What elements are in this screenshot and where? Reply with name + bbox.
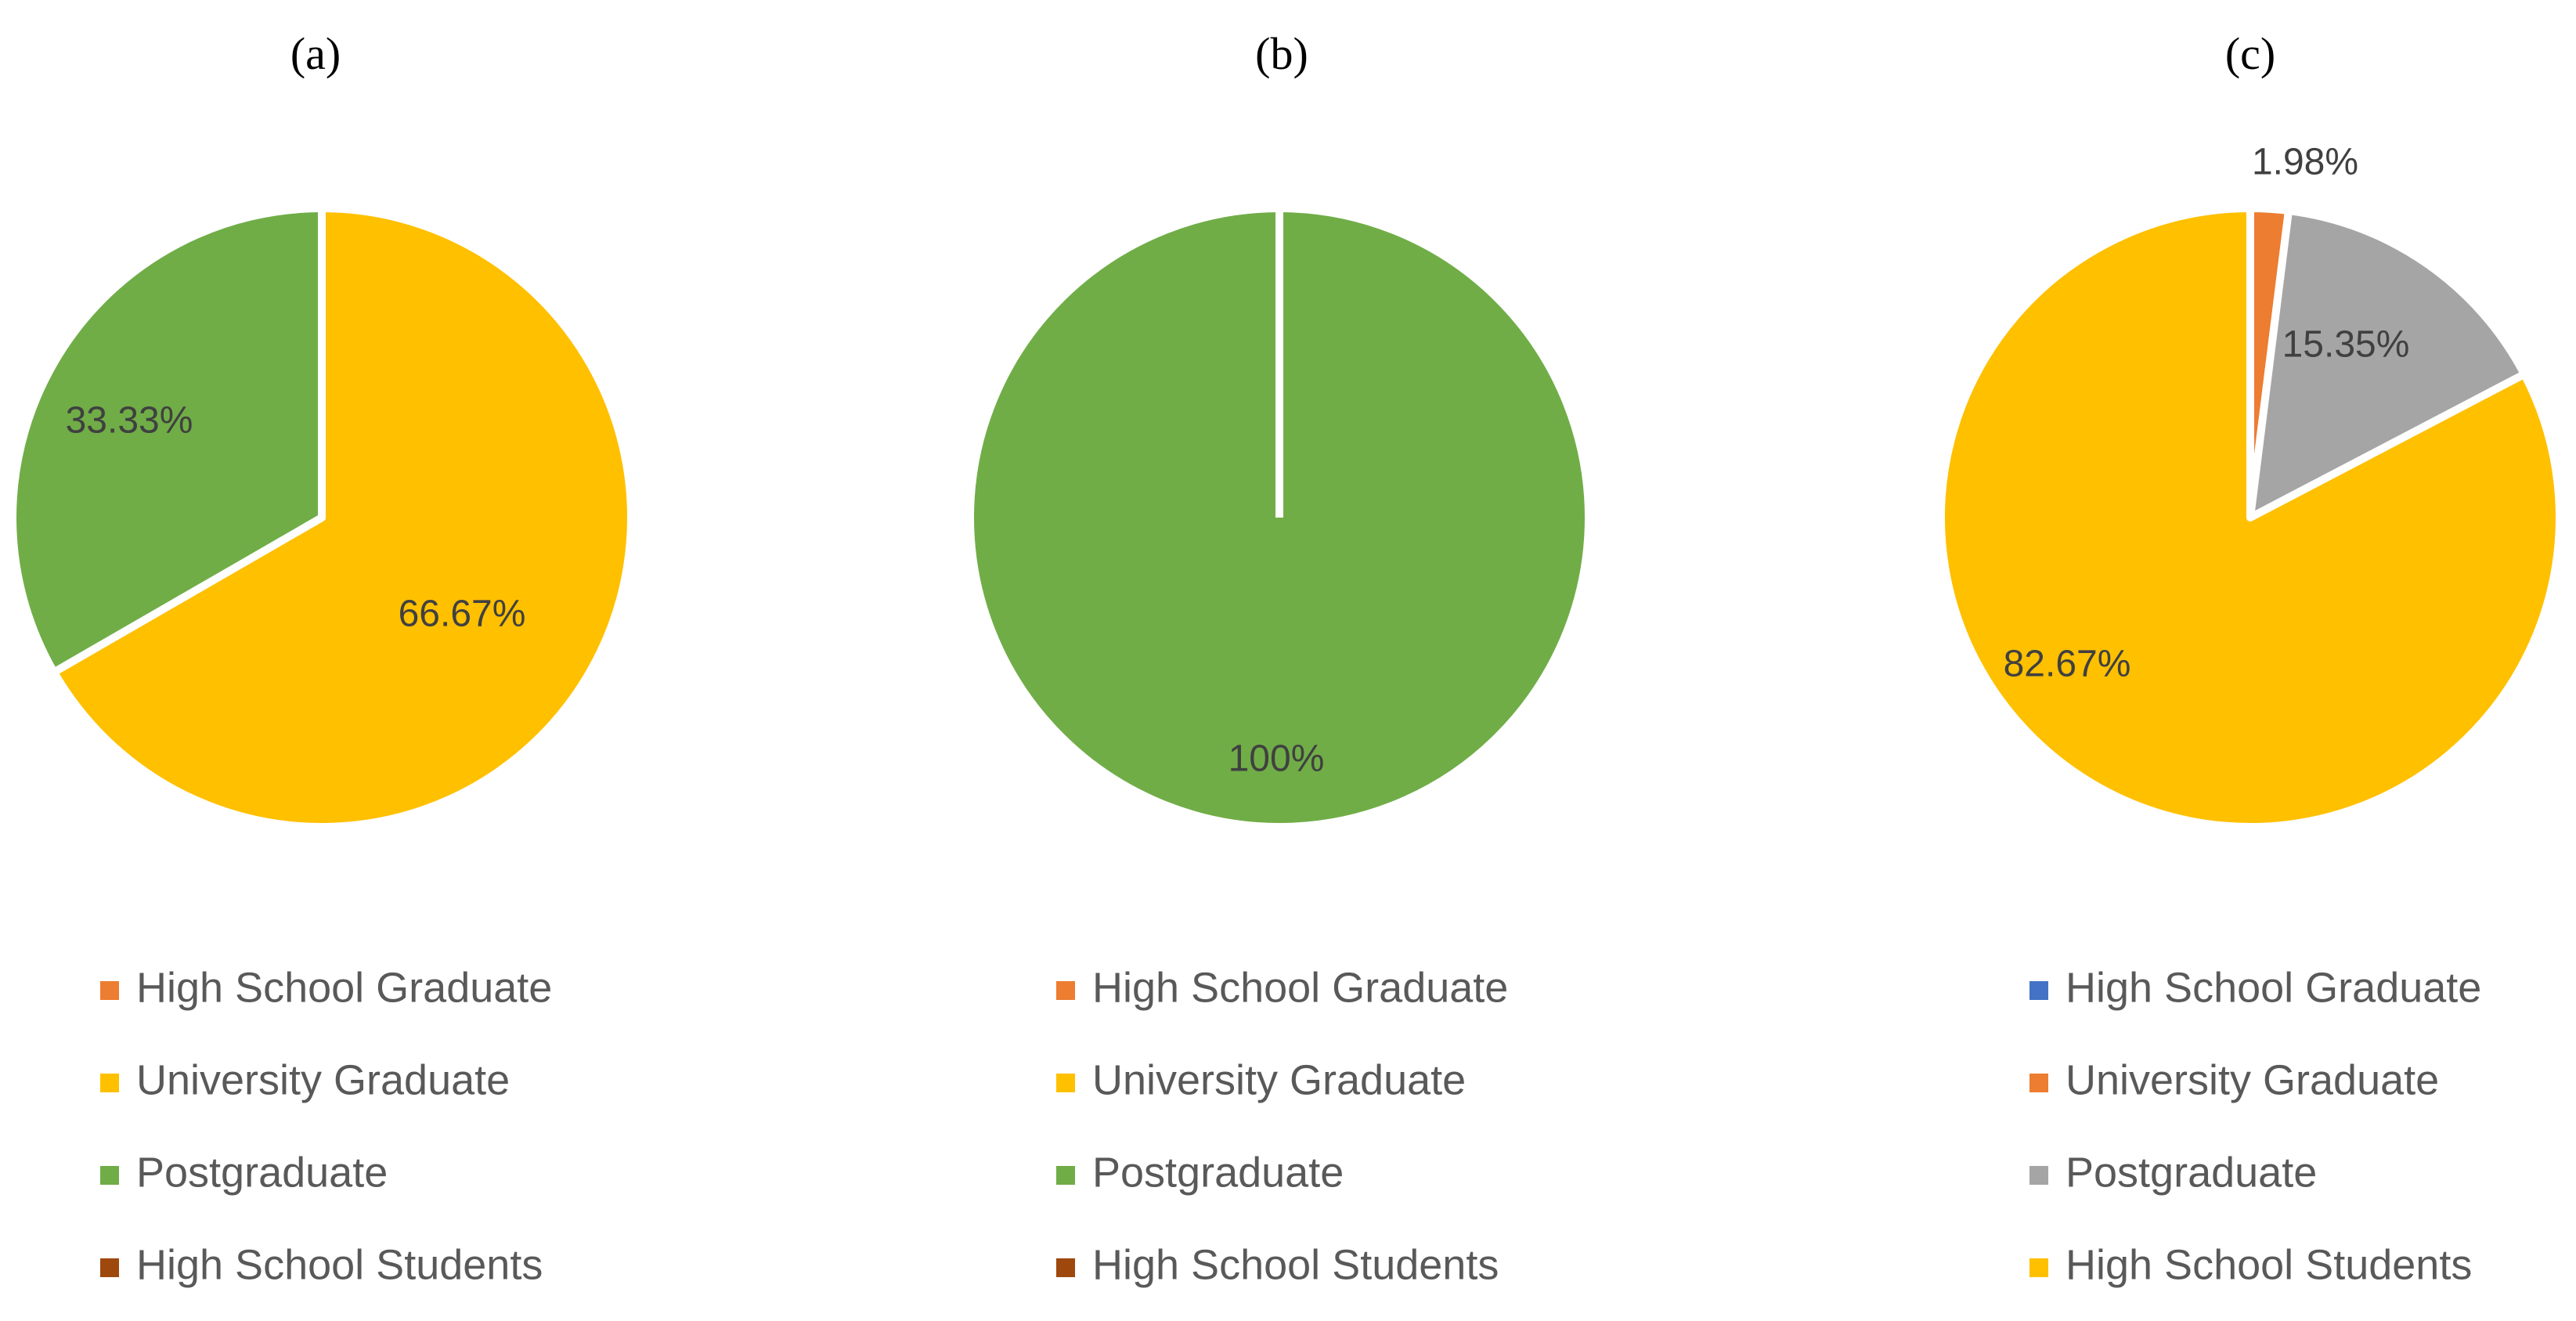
legend-swatch [1056,981,1075,1000]
pie-panel-1: (b) 100% High School Graduate University Gr… [966,28,1593,1288]
slice-value-label: 82.67% [2004,644,2131,685]
pie-slice-postgraduate [2246,207,2529,522]
legend-swatch [2029,981,2048,1000]
slice-value-label: 66.67% [399,594,526,635]
legend-label: High School Graduate [1092,964,1508,1011]
pie-slice-postgraduate [9,204,326,677]
slice-value-label: 15.35% [2282,324,2410,366]
legend-swatch [1056,1074,1075,1092]
legend-swatch [2029,1074,2048,1092]
pie-panel-0: (a) 66.67% 33.33% High School Graduate Unive… [9,28,635,1288]
legend-swatch [1056,1258,1075,1277]
slice-value-label: 100% [1228,738,1325,780]
legend-label: High School Students [2065,1241,2472,1288]
slice-value-label: 33.33% [66,400,193,442]
slice-value-label: 1.98% [2252,142,2358,183]
panel-title: (c) [2225,28,2275,79]
legend-label: University Graduate [2065,1056,2439,1103]
legend-label: High School Students [136,1241,543,1288]
legend-swatch [100,1258,119,1277]
pie-slice-high-school-students [1937,204,2563,831]
panel-title: (a) [290,28,341,79]
legend-label: Postgraduate [136,1149,388,1196]
legend-swatch [2029,1166,2048,1185]
legend-label: High School Students [1092,1241,1499,1288]
legend-label: University Graduate [136,1056,510,1103]
legend-label: High School Graduate [2065,964,2481,1011]
legend-swatch [100,1166,119,1185]
panel-title: (b) [1255,28,1308,79]
legend-label: Postgraduate [2065,1149,2317,1196]
pie-slice-university-graduate [49,204,635,831]
legend-label: High School Graduate [136,964,552,1011]
legend-swatch [1056,1166,1075,1185]
legend-swatch [100,1074,119,1092]
legend-label: University Graduate [1092,1056,1466,1103]
pie-panel-2: (c) 1.98% 15.35% 82.67% High School Graduate… [1937,28,2563,1288]
legend-swatch [2029,1258,2048,1277]
legend-swatch [100,981,119,1000]
legend-label: Postgraduate [1092,1149,1344,1196]
